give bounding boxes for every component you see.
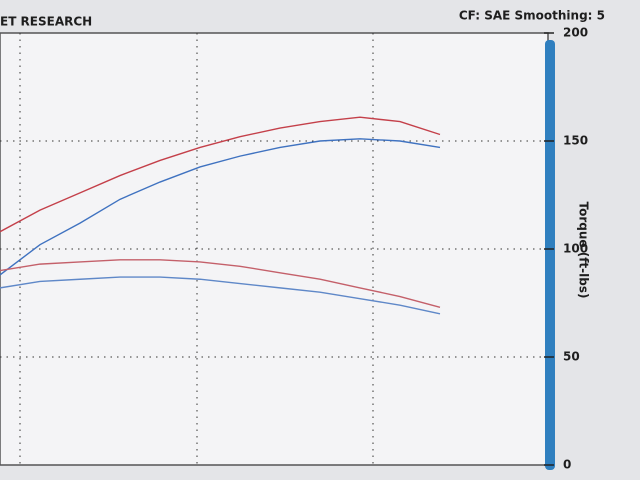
chart-title: ET RESEARCH bbox=[0, 15, 92, 29]
y-tick-label: 100 bbox=[563, 242, 588, 256]
series-line bbox=[0, 276, 441, 315]
y-tick-label: 50 bbox=[563, 350, 580, 364]
series-line bbox=[0, 259, 441, 308]
y-tick-label: 150 bbox=[563, 134, 588, 148]
chart-subtitle: CF: SAE Smoothing: 5 bbox=[459, 9, 605, 23]
series-line bbox=[0, 138, 441, 276]
series-line bbox=[0, 116, 441, 233]
axis-bar bbox=[545, 40, 555, 470]
y-tick-label: 200 bbox=[563, 26, 588, 40]
y-tick-label: 0 bbox=[563, 458, 571, 472]
y-axis-label: Torque (ft-lbs) bbox=[577, 202, 591, 299]
